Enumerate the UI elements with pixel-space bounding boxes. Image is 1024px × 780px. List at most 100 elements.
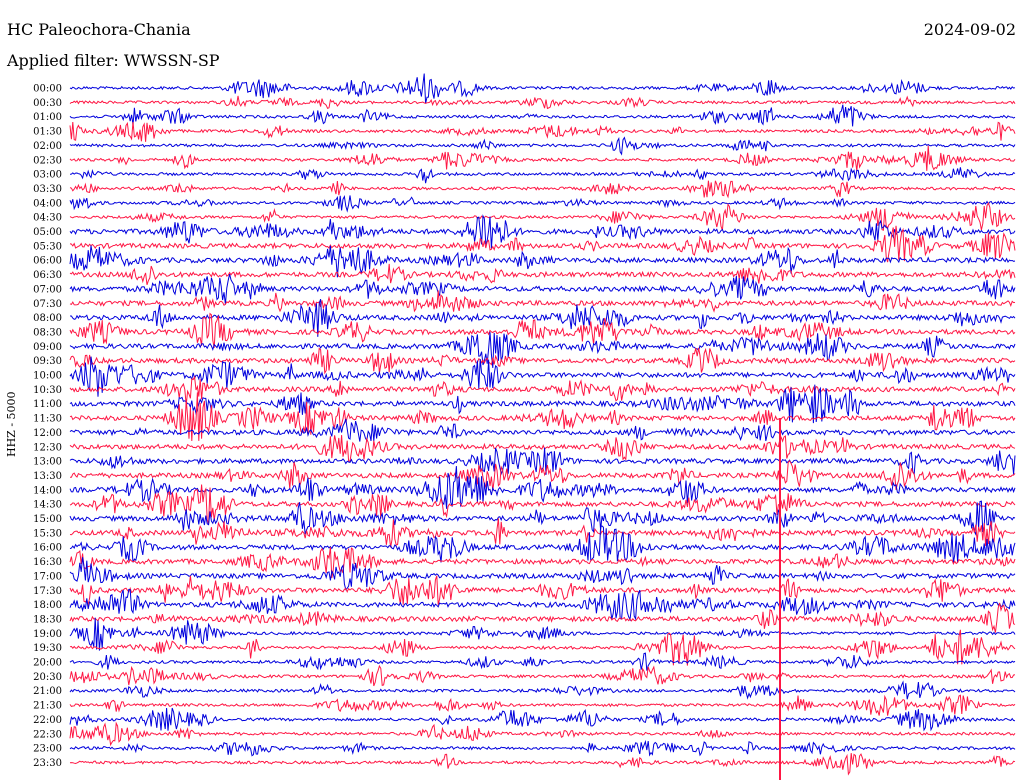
seismic-trace xyxy=(69,145,1016,171)
time-tick-label: 03:30 xyxy=(33,184,62,195)
time-tick-label: 23:00 xyxy=(33,744,62,755)
seismic-trace xyxy=(69,312,1016,348)
time-tick-label: 18:00 xyxy=(33,600,62,611)
seismic-trace xyxy=(69,121,1016,142)
time-tick-label: 14:00 xyxy=(33,485,62,496)
seismic-trace xyxy=(69,739,1016,757)
seismic-trace xyxy=(69,518,1016,548)
seismic-trace xyxy=(69,167,1016,184)
seismic-trace xyxy=(70,460,1016,491)
time-tick-label: 00:30 xyxy=(33,98,62,109)
time-tick-label: 09:30 xyxy=(33,356,62,367)
seismic-trace xyxy=(69,575,1016,607)
time-tick-label: 02:30 xyxy=(33,155,62,166)
seismic-trace xyxy=(69,707,1016,732)
time-tick-label: 13:30 xyxy=(33,471,62,482)
station-title: HC Paleochora-Chania xyxy=(7,20,191,39)
time-tick-label: 01:30 xyxy=(33,127,62,138)
seismic-trace xyxy=(69,557,1016,591)
seismic-trace xyxy=(69,664,1016,687)
seismic-trace xyxy=(69,332,1016,368)
seismic-trace xyxy=(69,500,1016,537)
time-tick-label: 08:30 xyxy=(33,327,62,338)
time-tick-label: 20:00 xyxy=(33,658,62,669)
seismic-trace xyxy=(69,375,1016,406)
seismic-trace xyxy=(69,214,1016,249)
time-tick-label: 11:00 xyxy=(33,399,62,410)
seismic-trace xyxy=(69,466,1016,509)
time-tick-label: 04:30 xyxy=(33,213,62,224)
seismic-trace xyxy=(69,201,1016,231)
time-tick-label: 05:30 xyxy=(33,241,62,252)
seismic-trace xyxy=(69,629,1016,666)
seismic-trace xyxy=(69,680,1016,700)
seismic-trace xyxy=(69,95,1016,110)
time-tick-label: 03:00 xyxy=(33,170,62,181)
time-tick-label: 17:30 xyxy=(33,586,62,597)
time-tick-label: 10:30 xyxy=(33,385,62,396)
time-tick-label: 09:00 xyxy=(33,342,62,353)
time-tick-label: 07:30 xyxy=(33,299,62,310)
seismic-trace xyxy=(69,418,1016,442)
seismic-trace xyxy=(69,73,1016,104)
seismic-trace xyxy=(69,245,1016,278)
time-tick-label: 21:00 xyxy=(33,686,62,697)
seismic-trace xyxy=(69,180,1016,199)
time-tick-label: 19:30 xyxy=(33,643,62,654)
time-tick-label: 00:00 xyxy=(33,84,62,95)
time-tick-label: 01:00 xyxy=(33,112,62,123)
seismic-trace xyxy=(70,299,1016,337)
time-tick-label: 11:30 xyxy=(33,414,62,425)
time-tick-label: 22:00 xyxy=(33,715,62,726)
time-tick-label: 21:30 xyxy=(33,701,62,712)
seismic-trace xyxy=(69,435,1016,463)
seismic-trace xyxy=(69,525,1016,563)
time-tick-label: 15:30 xyxy=(33,528,62,539)
time-tick-label: 18:30 xyxy=(33,614,62,625)
seismic-trace xyxy=(69,195,1016,213)
seismic-trace xyxy=(69,602,1016,633)
seismic-trace xyxy=(69,273,1016,305)
seismic-trace xyxy=(69,136,1016,156)
time-tick-label: 05:00 xyxy=(33,227,62,238)
seismic-trace xyxy=(69,104,1016,127)
seismic-trace xyxy=(69,263,1016,285)
time-tick-label: 12:30 xyxy=(33,442,62,453)
time-tick-label: 13:00 xyxy=(33,457,62,468)
time-tick-label: 22:30 xyxy=(33,729,62,740)
time-tick-label: 12:00 xyxy=(33,428,62,439)
time-tick-label: 06:30 xyxy=(33,270,62,281)
time-tick-label: 23:30 xyxy=(33,758,62,769)
date-label: 2024-09-02 xyxy=(923,20,1016,39)
seismic-trace xyxy=(69,356,1016,397)
seismic-trace xyxy=(69,547,1016,579)
seismic-trace xyxy=(69,290,1016,313)
time-tick-label: 16:00 xyxy=(33,543,62,554)
seismic-trace xyxy=(69,447,1016,476)
time-tick-label: 10:00 xyxy=(33,371,62,382)
time-tick-label: 17:00 xyxy=(33,571,62,582)
time-tick-label: 15:00 xyxy=(33,514,62,525)
seismic-trace xyxy=(69,347,1016,375)
time-tick-label: 14:30 xyxy=(33,500,62,511)
seismic-trace xyxy=(69,721,1016,747)
time-tick-label: 19:00 xyxy=(33,629,62,640)
seismic-trace xyxy=(69,694,1016,716)
time-tick-label: 02:00 xyxy=(33,141,62,152)
time-tick-labels: 00:00 00:30 01:00 01:30 02:00 02:30 03:00 03:30… xyxy=(33,84,62,769)
trace-group xyxy=(69,73,1016,780)
seismic-trace xyxy=(69,753,1016,776)
seismic-trace xyxy=(69,384,1016,424)
time-tick-label: 06:00 xyxy=(33,256,62,267)
seismic-trace xyxy=(69,392,1016,442)
seismic-trace xyxy=(69,225,1016,263)
time-tick-label: 04:00 xyxy=(33,198,62,209)
filter-label: Applied filter: WWSSN-SP xyxy=(7,51,220,70)
seismic-trace xyxy=(69,617,1016,651)
time-tick-label: 08:00 xyxy=(33,313,62,324)
seismic-trace xyxy=(69,588,1016,622)
seismic-trace xyxy=(69,484,1016,524)
seismic-trace xyxy=(69,652,1016,671)
time-tick-label: 07:00 xyxy=(33,284,62,295)
